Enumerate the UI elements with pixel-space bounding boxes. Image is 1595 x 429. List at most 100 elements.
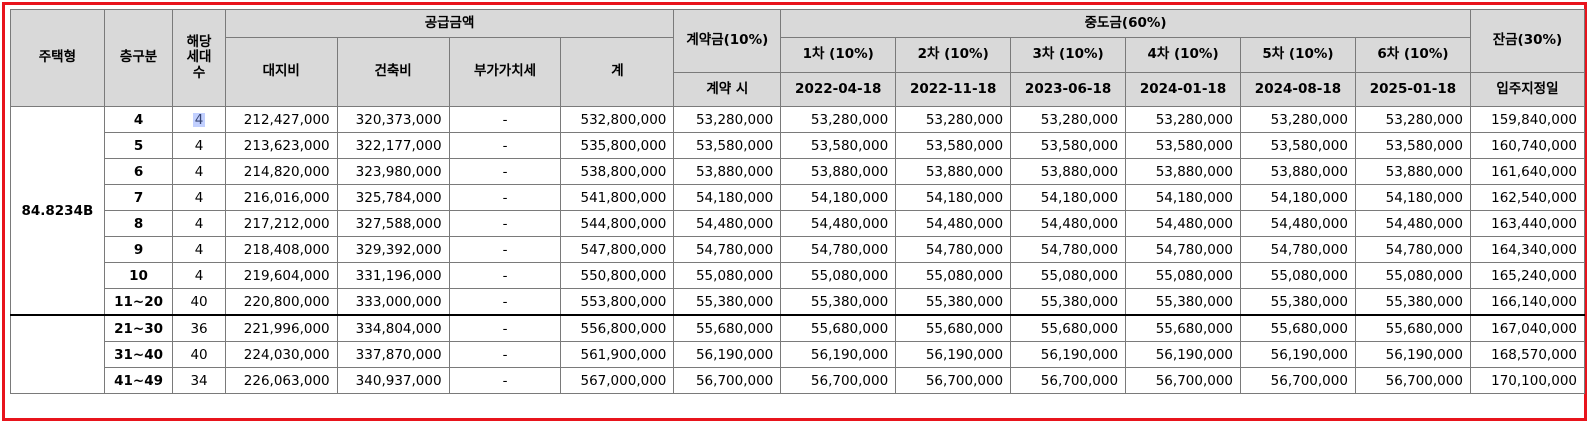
interim-3-cell: 55,680,000 — [1010, 314, 1127, 342]
floor-cell: 21~30 — [103, 314, 174, 342]
interim-1-cell: 53,280,000 — [780, 106, 897, 133]
interim-2-cell: 55,680,000 — [895, 314, 1012, 342]
deposit-cell: 53,280,000 — [673, 106, 782, 133]
balance-cell: 167,040,000 — [1469, 314, 1586, 342]
land-cell: 218,408,000 — [224, 236, 338, 263]
building-cell: 323,980,000 — [336, 158, 450, 185]
interim-3-cell: 56,190,000 — [1010, 341, 1127, 368]
header-balance-when: 입주지정일 — [1469, 72, 1586, 107]
building-cell: 320,373,000 — [336, 106, 450, 133]
header-total: 계 — [560, 37, 675, 107]
vat-cell: - — [448, 210, 562, 237]
vat-cell: - — [448, 367, 562, 394]
table-row: 21~30 36 221,996,000 334,804,000-556,800,00… — [10, 314, 1586, 394]
units-cell: 4 — [172, 132, 226, 159]
deposit-cell: 55,680,000 — [673, 314, 782, 342]
housing-type-cell-empty — [10, 314, 105, 394]
balance-cell: 161,640,000 — [1469, 158, 1586, 185]
floor-cell: 4 — [103, 106, 174, 133]
header-land: 대지비 — [224, 37, 338, 107]
deposit-cell: 53,880,000 — [673, 158, 782, 185]
building-cell: 329,392,000 — [336, 236, 450, 263]
interim-4-cell: 56,700,000 — [1125, 367, 1242, 394]
land-cell: 216,016,000 — [224, 184, 338, 211]
land-cell: 221,996,000 — [224, 314, 338, 342]
vat-cell: - — [448, 132, 562, 159]
balance-cell: 162,540,000 — [1469, 184, 1586, 211]
interim-6-cell: 54,780,000 — [1354, 236, 1471, 263]
total-cell: 553,800,000 — [560, 288, 675, 316]
interim-5-cell: 55,380,000 — [1240, 288, 1356, 316]
interim-6-cell: 55,080,000 — [1354, 262, 1471, 289]
interim-3-cell: 53,580,000 — [1010, 132, 1127, 159]
balance-cell: 165,240,000 — [1469, 262, 1586, 289]
total-cell: 567,000,000 — [560, 367, 675, 394]
interim-6-cell: 55,380,000 — [1354, 288, 1471, 316]
header-deposit-when: 계약 시 — [673, 72, 782, 107]
balance-cell: 164,340,000 — [1469, 236, 1586, 263]
floor-cell: 41~49 — [103, 367, 174, 394]
interim-6-cell: 53,580,000 — [1354, 132, 1471, 159]
vat-cell: - — [448, 184, 562, 211]
floor-cell: 8 — [103, 210, 174, 237]
units-cell: 4 — [172, 158, 226, 185]
interim-3-cell: 54,180,000 — [1010, 184, 1127, 211]
interim-6-cell: 55,680,000 — [1354, 314, 1471, 342]
floor-cell: 7 — [103, 184, 174, 211]
interim-5-cell: 53,580,000 — [1240, 132, 1356, 159]
interim-1-cell: 54,180,000 — [780, 184, 897, 211]
vat-cell: - — [448, 106, 562, 133]
building-cell: 337,870,000 — [336, 341, 450, 368]
total-cell: 550,800,000 — [560, 262, 675, 289]
deposit-cell: 54,780,000 — [673, 236, 782, 263]
housing-type-cell: 84.8234B — [10, 106, 105, 316]
selected-text[interactable]: 4 — [192, 111, 205, 128]
land-cell: 212,427,000 — [224, 106, 338, 133]
interim-3-cell: 55,080,000 — [1010, 262, 1127, 289]
interim-4-cell: 53,580,000 — [1125, 132, 1242, 159]
land-cell: 220,800,000 — [224, 288, 338, 316]
header-interim-3-date: 2023-06-18 — [1010, 72, 1127, 107]
table-row: 11~20 40 220,800,000 333,000,000-553,800,00… — [11, 288, 1586, 316]
balance-cell: 160,740,000 — [1469, 132, 1586, 159]
interim-4-cell: 55,380,000 — [1125, 288, 1242, 316]
header-interim-1: 1차 (10%) — [780, 37, 897, 73]
header-interim-6: 6차 (10%) — [1354, 37, 1471, 73]
interim-5-cell: 53,280,000 — [1240, 106, 1356, 133]
building-cell: 325,784,000 — [336, 184, 450, 211]
deposit-cell: 53,580,000 — [673, 132, 782, 159]
interim-2-cell: 56,190,000 — [895, 341, 1012, 368]
vat-cell: - — [448, 158, 562, 185]
land-cell: 217,212,000 — [224, 210, 338, 237]
table-row: 6 4 214,820,000 323,980,000-538,800,000 53,8… — [11, 158, 1586, 185]
interim-4-cell: 53,280,000 — [1125, 106, 1242, 133]
interim-1-cell: 55,380,000 — [780, 288, 897, 316]
header-deposit: 계약금(10%) — [673, 9, 782, 73]
interim-2-cell: 53,580,000 — [895, 132, 1012, 159]
deposit-cell: 56,190,000 — [673, 341, 782, 368]
units-cell: 34 — [172, 367, 226, 394]
header-interim-6-date: 2025-01-18 — [1354, 72, 1471, 107]
header-interim: 중도금(60%) — [780, 9, 1471, 38]
table-row: 5 4 213,623,000 322,177,000-535,800,000 53,5… — [11, 132, 1586, 159]
interim-5-cell: 56,700,000 — [1240, 367, 1356, 394]
units-cell: 4 — [172, 210, 226, 237]
vat-cell: - — [448, 288, 562, 316]
balance-cell: 168,570,000 — [1469, 341, 1586, 368]
table-row: 9 4 218,408,000 329,392,000-547,800,000 54,7… — [11, 236, 1586, 263]
interim-2-cell: 54,780,000 — [895, 236, 1012, 263]
land-cell: 226,063,000 — [224, 367, 338, 394]
building-cell: 327,588,000 — [336, 210, 450, 237]
interim-4-cell: 53,880,000 — [1125, 158, 1242, 185]
header-interim-5-date: 2024-08-18 — [1240, 72, 1356, 107]
table-row: 31~40 40 224,030,000 337,870,000-561,900,00… — [11, 341, 1586, 368]
interim-2-cell: 54,480,000 — [895, 210, 1012, 237]
table-row: 10 4 219,604,000 331,196,000-550,800,000 55,… — [11, 262, 1586, 289]
interim-2-cell: 54,180,000 — [895, 184, 1012, 211]
total-cell: 541,800,000 — [560, 184, 675, 211]
land-cell: 219,604,000 — [224, 262, 338, 289]
interim-2-cell: 55,080,000 — [895, 262, 1012, 289]
building-cell: 334,804,000 — [336, 314, 450, 342]
floor-cell: 10 — [103, 262, 174, 289]
total-cell: 561,900,000 — [560, 341, 675, 368]
